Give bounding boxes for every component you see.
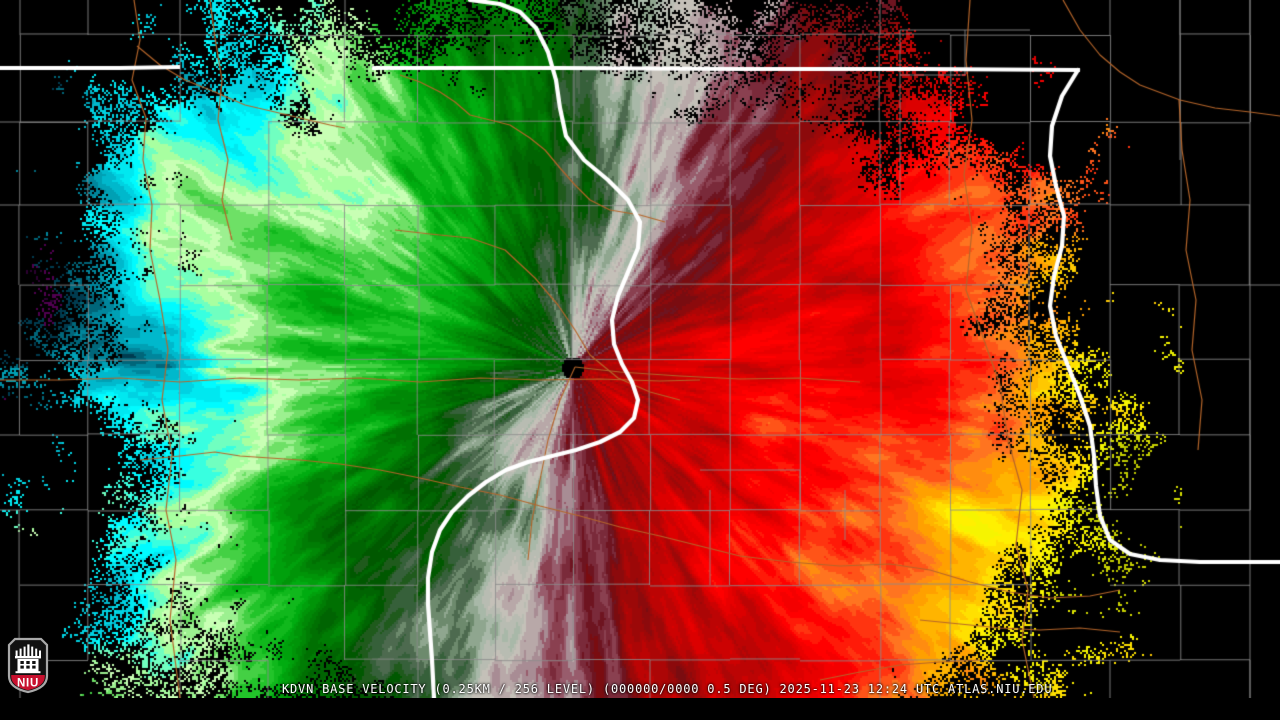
product-info-bar: KDVN BASE VELOCITY (0.25KM / 256 LEVEL) … [0,682,1280,720]
product-title: KDVN BASE VELOCITY (0.25KM / 256 LEVEL) … [282,682,1053,696]
geography-overlay-layer [0,0,1280,698]
radar-map[interactable] [0,0,1280,698]
niu-logo-text: NIU [17,677,39,689]
niu-logo[interactable]: NIU [6,636,50,694]
castle-windows [20,661,36,669]
shield-banner [11,675,45,691]
